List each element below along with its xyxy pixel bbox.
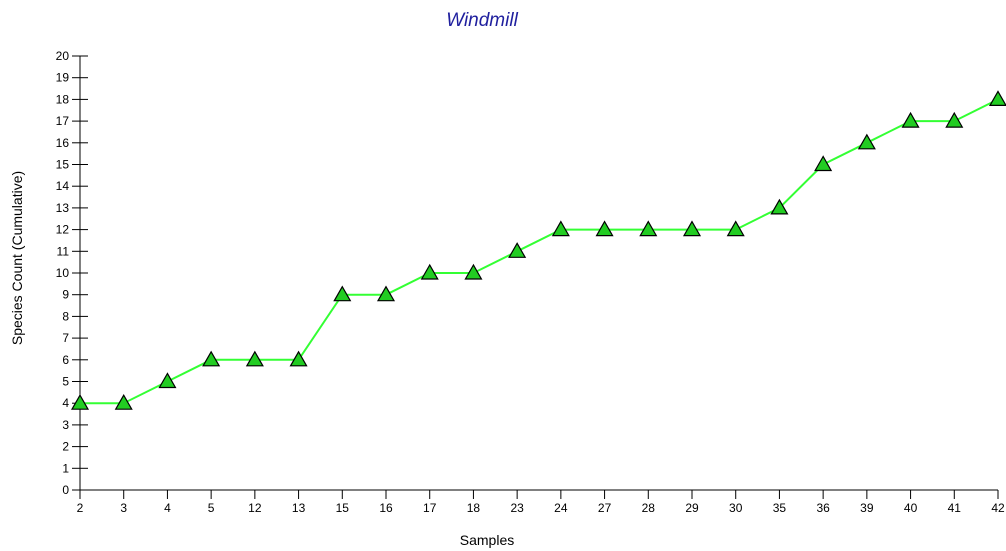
y-tick-label: 2 xyxy=(62,440,69,454)
data-point-marker xyxy=(988,90,1006,107)
data-point-marker xyxy=(682,220,702,237)
data-point-marker xyxy=(945,111,964,128)
y-tick-label: 4 xyxy=(62,396,69,410)
x-tick-label: 42 xyxy=(991,501,1005,515)
data-point-marker xyxy=(595,220,614,237)
x-tick-label: 2 xyxy=(77,501,84,515)
x-tick-label: 24 xyxy=(554,501,568,515)
y-tick-label: 3 xyxy=(62,418,69,432)
axes xyxy=(79,56,998,491)
x-tick-label: 16 xyxy=(379,501,393,515)
y-tick-label: 14 xyxy=(56,179,70,193)
data-point-marker xyxy=(289,350,308,367)
y-tick-label: 10 xyxy=(56,266,70,280)
y-tick-label: 18 xyxy=(56,92,70,106)
y-axis-label: Species Count (Cumulative) xyxy=(9,171,25,345)
data-point-marker xyxy=(551,220,570,237)
data-point-marker xyxy=(464,263,483,280)
data-point-marker xyxy=(857,133,876,150)
y-tick-label: 16 xyxy=(56,136,70,150)
y-tick-label: 5 xyxy=(62,375,69,389)
y-tick-label: 20 xyxy=(56,49,70,63)
y-tick-label: 11 xyxy=(57,244,70,258)
x-tick-label: 29 xyxy=(685,501,699,515)
x-tick-label: 12 xyxy=(248,501,262,515)
data-point-marker xyxy=(245,350,264,367)
x-tick-label: 28 xyxy=(642,501,656,515)
chart-title: Windmill xyxy=(446,10,518,31)
y-tick-label: 9 xyxy=(62,288,69,302)
data-point-marker xyxy=(814,155,833,172)
data-point-marker xyxy=(70,393,90,410)
x-tick-label: 36 xyxy=(816,501,830,515)
y-tick-label: 15 xyxy=(56,158,70,172)
x-tick-label: 39 xyxy=(860,501,874,515)
x-tick-label: 27 xyxy=(598,501,612,515)
data-point-marker xyxy=(114,393,133,410)
y-tick-label: 8 xyxy=(62,309,69,323)
y-tick-label: 13 xyxy=(56,201,70,215)
data-point-marker xyxy=(202,350,221,367)
x-tick-label: 3 xyxy=(120,501,127,515)
data-point-marker xyxy=(901,111,920,128)
x-axis-label: Samples xyxy=(460,532,514,548)
x-tick-label: 5 xyxy=(208,501,215,515)
data-point-marker xyxy=(158,372,177,389)
x-tick-label: 18 xyxy=(467,501,481,515)
y-tick-label: 19 xyxy=(56,71,70,85)
y-tick-label: 0 xyxy=(62,483,69,497)
data-point-marker xyxy=(420,263,439,280)
data-point-marker xyxy=(770,198,789,215)
x-tick-label: 40 xyxy=(904,501,918,515)
x-tick-label: 23 xyxy=(510,501,524,515)
x-tick-label: 41 xyxy=(948,501,962,515)
y-tick-label: 12 xyxy=(56,223,70,237)
data-point-marker xyxy=(639,220,658,237)
y-tick-label: 1 xyxy=(62,461,69,475)
x-tick-label: 4 xyxy=(164,501,171,515)
x-tick-label: 15 xyxy=(336,501,350,515)
data-point-marker xyxy=(508,242,527,258)
data-point-marker xyxy=(333,285,352,302)
series-line xyxy=(80,98,999,405)
y-tick-label: 6 xyxy=(62,353,69,367)
x-tick-label: 30 xyxy=(729,501,743,515)
y-tick-label: 7 xyxy=(62,331,69,345)
y-tick-label: 17 xyxy=(56,114,70,128)
data-point-marker xyxy=(726,220,745,237)
x-tick-label: 13 xyxy=(292,501,306,515)
x-tick-label: 35 xyxy=(773,501,787,515)
x-tick-label: 17 xyxy=(423,501,437,515)
data-point-marker xyxy=(376,285,396,302)
series-group xyxy=(70,90,1006,410)
